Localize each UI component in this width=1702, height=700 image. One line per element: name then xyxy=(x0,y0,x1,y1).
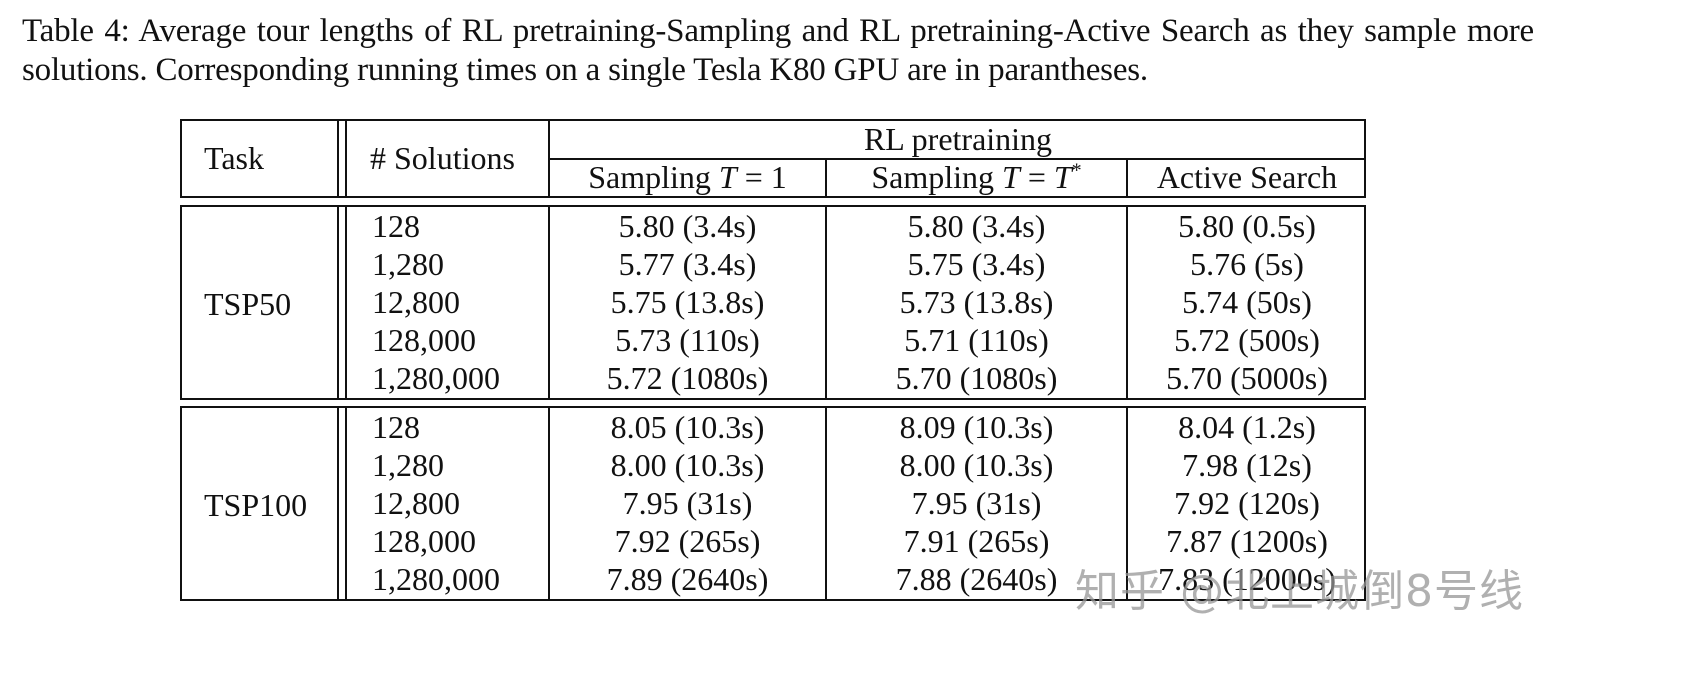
table-group-tsp50: TSP50 128 1,280 12,800 128,000 1,280,000… xyxy=(180,205,1366,400)
table-cell: 1,280,000 xyxy=(372,561,500,597)
header-sampling-t1: Sampling T = 1 xyxy=(588,159,787,195)
table-cell: 5.70 (5000s) xyxy=(1166,360,1328,396)
table-cell: 128 xyxy=(372,208,420,244)
table-cell: 5.75 (3.4s) xyxy=(907,246,1046,282)
table-cell: 5.80 (0.5s) xyxy=(1178,208,1316,244)
table-cell: 7.87 (1200s) xyxy=(1166,523,1328,559)
table-cell: 7.98 (12s) xyxy=(1182,447,1312,483)
table-cell: 5.74 (50s) xyxy=(1182,284,1312,320)
table-cell: 5.71 (110s) xyxy=(904,322,1049,358)
table-cell: 128 xyxy=(372,409,420,445)
table-cell: 7.95 (31s) xyxy=(911,485,1042,521)
column-divider xyxy=(345,121,347,196)
table-cell: 8.00 (10.3s) xyxy=(610,447,765,483)
table-caption: Table 4: Average tour lengths of RL pret… xyxy=(22,13,1534,88)
table-cell: 12,800 xyxy=(372,485,460,521)
solutions-column: 128 1,280 12,800 128,000 1,280,000 xyxy=(372,408,500,598)
table-cell: 8.00 (10.3s) xyxy=(899,447,1054,483)
column-divider xyxy=(1126,159,1128,196)
table-cell: 7.92 (120s) xyxy=(1174,485,1320,521)
column-divider xyxy=(825,408,827,599)
column-divider xyxy=(825,159,827,196)
table-cell: 5.76 (5s) xyxy=(1190,246,1304,282)
header-rl-pretraining: RL pretraining xyxy=(863,121,1053,157)
table-cell: 1,280,000 xyxy=(372,360,500,396)
sampling-t1-column: 5.80 (3.4s) 5.77 (3.4s) 5.75 (13.8s) 5.7… xyxy=(550,207,825,397)
column-divider xyxy=(548,408,550,599)
sampling-tstar-column: 8.09 (10.3s) 8.00 (10.3s) 7.95 (31s) 7.9… xyxy=(827,408,1126,598)
table-cell: 8.04 (1.2s) xyxy=(1178,409,1316,445)
table-cell: 5.70 (1080s) xyxy=(895,360,1058,396)
table-cell: 1,280 xyxy=(372,246,444,282)
table-cell: 7.88 (2640s) xyxy=(895,561,1058,597)
sampling-tstar-column: 5.80 (3.4s) 5.75 (3.4s) 5.73 (13.8s) 5.7… xyxy=(827,207,1126,397)
table-cell: 7.89 (2640s) xyxy=(606,561,769,597)
table-cell: 5.73 (110s) xyxy=(615,322,760,358)
column-divider xyxy=(345,408,347,599)
column-divider xyxy=(1126,408,1128,599)
header-solutions: # Solutions xyxy=(370,140,515,176)
table-cell: 5.77 (3.4s) xyxy=(618,246,757,282)
table-cell: 5.80 (3.4s) xyxy=(907,208,1046,244)
table-cell: 7.83 (12000s) xyxy=(1158,561,1336,597)
table-cell: 8.09 (10.3s) xyxy=(899,409,1054,445)
header-active-search: Active Search xyxy=(1156,159,1338,195)
active-search-column: 8.04 (1.2s) 7.98 (12s) 7.92 (120s) 7.87 … xyxy=(1128,408,1366,598)
table-cell: 7.92 (265s) xyxy=(614,523,761,559)
column-divider xyxy=(337,207,339,398)
column-divider xyxy=(825,207,827,398)
active-search-column: 5.80 (0.5s) 5.76 (5s) 5.74 (50s) 5.72 (5… xyxy=(1128,207,1366,397)
column-divider xyxy=(337,121,339,196)
table-cell: 5.80 (3.4s) xyxy=(618,208,757,244)
table-cell: 128,000 xyxy=(372,523,476,559)
table-group-tsp100: TSP100 128 1,280 12,800 128,000 1,280,00… xyxy=(180,406,1366,601)
header-task: Task xyxy=(204,140,264,176)
table-cell: 12,800 xyxy=(372,284,460,320)
column-divider xyxy=(337,408,339,599)
table-cell: 1,280 xyxy=(372,447,444,483)
task-label: TSP50 xyxy=(204,286,292,322)
table-header: Task # Solutions RL pretraining Sampling… xyxy=(180,119,1366,198)
solutions-column: 128 1,280 12,800 128,000 1,280,000 xyxy=(372,207,500,397)
table-cell: 8.05 (10.3s) xyxy=(610,409,765,445)
table-cell: 5.75 (13.8s) xyxy=(610,284,765,320)
table-cell: 7.91 (265s) xyxy=(903,523,1050,559)
column-divider xyxy=(1126,207,1128,398)
table-cell: 5.73 (13.8s) xyxy=(899,284,1054,320)
column-divider xyxy=(548,207,550,398)
task-label: TSP100 xyxy=(204,487,308,523)
watermark: 知乎 @北上城倒8号线 xyxy=(1075,566,1524,617)
table-cell: 5.72 (1080s) xyxy=(606,360,769,396)
header-sampling-tstar: Sampling T = T* xyxy=(871,159,1082,195)
table-cell: 5.72 (500s) xyxy=(1174,322,1320,358)
table-cell: 128,000 xyxy=(372,322,476,358)
results-table: Task # Solutions RL pretraining Sampling… xyxy=(180,119,1366,601)
group-underline xyxy=(548,158,1364,160)
table-cell: 7.95 (31s) xyxy=(622,485,753,521)
column-divider xyxy=(345,207,347,398)
sampling-t1-column: 8.05 (10.3s) 8.00 (10.3s) 7.95 (31s) 7.9… xyxy=(550,408,825,598)
